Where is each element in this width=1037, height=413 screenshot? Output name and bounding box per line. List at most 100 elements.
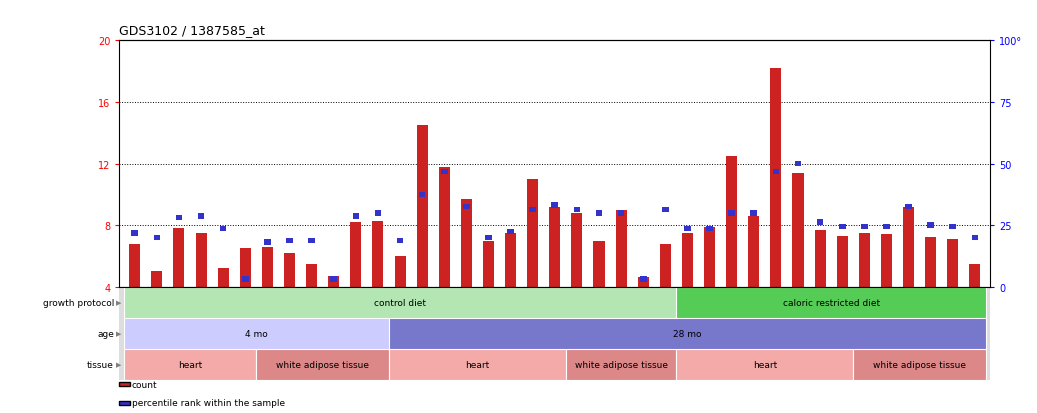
Bar xyxy=(242,277,249,282)
Bar xyxy=(262,247,273,287)
Bar xyxy=(638,278,649,287)
Text: white adipose tissue: white adipose tissue xyxy=(276,360,369,369)
Bar xyxy=(676,349,853,380)
Bar xyxy=(286,238,292,244)
Bar xyxy=(573,208,581,213)
Text: white adipose tissue: white adipose tissue xyxy=(574,360,668,369)
Bar xyxy=(374,211,382,216)
Bar xyxy=(905,204,912,210)
Bar xyxy=(483,241,494,287)
Bar xyxy=(372,221,384,287)
Text: control diet: control diet xyxy=(374,298,426,307)
Bar xyxy=(884,224,890,230)
Bar xyxy=(441,169,448,175)
Bar xyxy=(817,220,823,225)
Bar xyxy=(815,230,825,287)
Bar xyxy=(439,167,450,287)
Bar xyxy=(132,230,138,236)
Bar xyxy=(662,208,669,213)
Bar xyxy=(198,214,204,219)
Bar xyxy=(947,240,958,287)
Bar xyxy=(240,249,251,287)
Bar xyxy=(175,215,183,221)
Text: GDS3102 / 1387585_at: GDS3102 / 1387585_at xyxy=(119,24,265,37)
Text: heart: heart xyxy=(466,360,489,369)
Bar xyxy=(927,223,934,228)
Bar xyxy=(527,180,538,287)
Text: count: count xyxy=(132,380,158,389)
Bar xyxy=(682,233,693,287)
Bar xyxy=(331,277,337,282)
Bar xyxy=(640,277,646,282)
Bar xyxy=(751,211,757,216)
Bar xyxy=(196,233,206,287)
Text: ▶: ▶ xyxy=(116,361,121,368)
Bar xyxy=(130,244,140,287)
Bar xyxy=(507,229,514,235)
Bar xyxy=(264,240,271,245)
Text: 4 mo: 4 mo xyxy=(245,329,268,338)
Bar xyxy=(389,318,986,349)
Bar xyxy=(328,276,339,287)
Bar xyxy=(970,264,980,287)
Bar xyxy=(853,349,986,380)
Text: ▶: ▶ xyxy=(116,299,121,306)
Text: tissue: tissue xyxy=(87,360,114,369)
Bar xyxy=(529,208,536,213)
Bar xyxy=(749,216,759,287)
Bar xyxy=(676,287,986,318)
Text: heart: heart xyxy=(753,360,777,369)
Bar xyxy=(593,241,605,287)
Bar xyxy=(770,69,782,287)
Bar xyxy=(566,349,676,380)
Text: white adipose tissue: white adipose tissue xyxy=(873,360,966,369)
Bar xyxy=(839,224,845,230)
Text: ▶: ▶ xyxy=(116,330,121,337)
Bar xyxy=(706,226,712,231)
Bar xyxy=(972,235,978,241)
Bar xyxy=(173,229,185,287)
Bar xyxy=(794,161,802,167)
Bar xyxy=(123,287,676,318)
Bar xyxy=(151,272,163,287)
Bar xyxy=(792,173,804,287)
Bar xyxy=(153,235,160,241)
Bar xyxy=(464,204,470,210)
Bar xyxy=(859,233,870,287)
Bar xyxy=(417,126,427,287)
Bar xyxy=(728,211,735,216)
Bar xyxy=(660,244,671,287)
Bar xyxy=(616,210,626,287)
Bar xyxy=(218,268,229,287)
Text: caloric restricted diet: caloric restricted diet xyxy=(783,298,879,307)
Bar xyxy=(394,256,405,287)
Bar xyxy=(220,226,226,231)
Bar xyxy=(552,203,558,208)
Bar xyxy=(550,207,560,287)
Bar xyxy=(773,169,779,175)
Bar xyxy=(505,233,516,287)
Bar xyxy=(284,253,295,287)
Text: age: age xyxy=(97,329,114,338)
Bar xyxy=(389,349,566,380)
Bar xyxy=(837,236,847,287)
Text: growth protocol: growth protocol xyxy=(43,298,114,307)
Text: percentile rank within the sample: percentile rank within the sample xyxy=(132,398,285,407)
Bar xyxy=(306,264,317,287)
Text: heart: heart xyxy=(178,360,202,369)
Bar xyxy=(256,349,389,380)
Bar xyxy=(460,199,472,287)
Bar xyxy=(351,223,361,287)
Bar xyxy=(353,214,359,219)
Bar xyxy=(485,235,492,241)
Bar xyxy=(726,157,737,287)
Bar xyxy=(925,238,936,287)
Text: 28 mo: 28 mo xyxy=(673,329,702,338)
Bar xyxy=(595,211,602,216)
Bar xyxy=(618,211,624,216)
Bar xyxy=(123,349,256,380)
Bar xyxy=(903,207,914,287)
Bar xyxy=(571,213,583,287)
Bar xyxy=(123,318,389,349)
Bar xyxy=(880,235,892,287)
